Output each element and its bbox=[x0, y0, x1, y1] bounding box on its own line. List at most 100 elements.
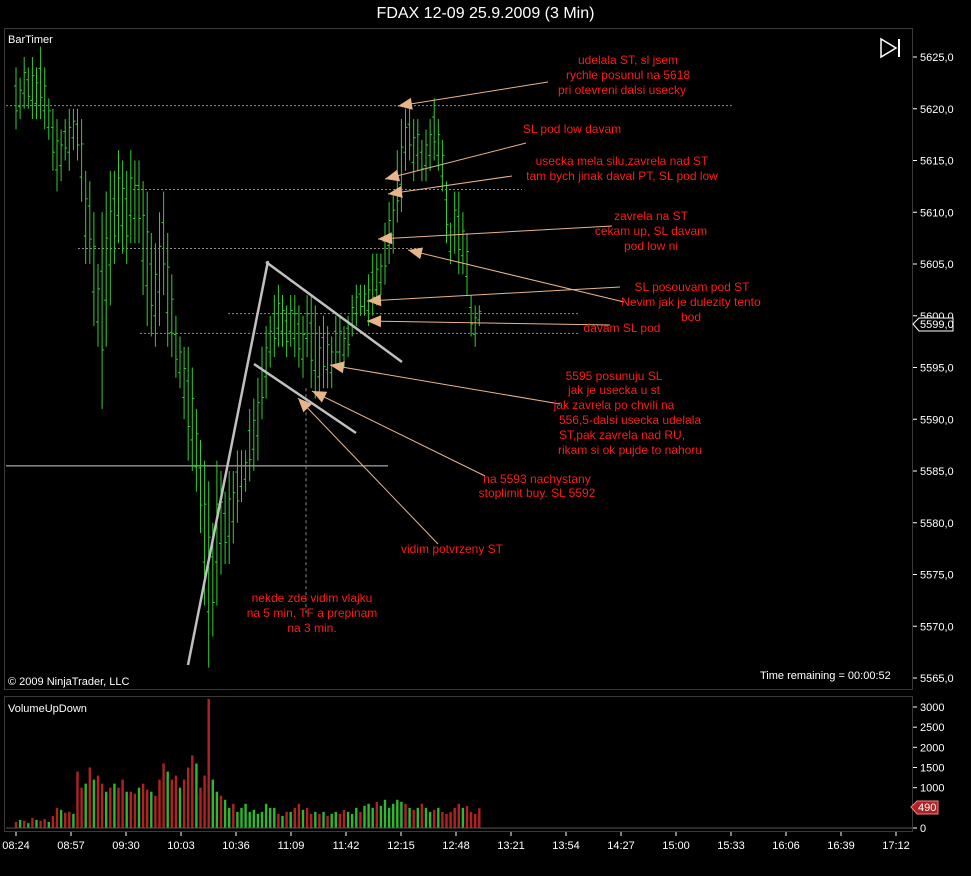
annotation-4: zavrela na ST cekam up, SL davam pod low… bbox=[595, 209, 707, 253]
volume-bar bbox=[269, 807, 272, 828]
volume-bar bbox=[133, 793, 137, 828]
volume-bar bbox=[59, 809, 63, 828]
current-price-label: 5599,0 bbox=[920, 319, 954, 331]
annotation-arrows bbox=[297, 81, 625, 545]
annotation-arrowhead bbox=[367, 315, 382, 328]
annotation-line: jak zavrela po chvili na bbox=[553, 398, 675, 412]
volume-bar bbox=[68, 811, 71, 828]
volume-bar bbox=[64, 812, 67, 828]
time-tick-label: 13:54 bbox=[552, 840, 580, 852]
trendline bbox=[265, 260, 403, 364]
volume-bar bbox=[27, 823, 30, 828]
volume-bar bbox=[375, 801, 378, 828]
volume-bar bbox=[100, 783, 104, 828]
volume-bar bbox=[408, 807, 411, 828]
volume-bar bbox=[433, 809, 436, 828]
annotation-line: 556,5-dalsi usecka udelala bbox=[559, 413, 701, 427]
volume-bar bbox=[445, 813, 448, 828]
volume-bar bbox=[342, 809, 346, 828]
volume-bar bbox=[18, 819, 22, 828]
volume-bar bbox=[203, 775, 206, 828]
annotation-line: Nevim jak je dulezity tento bbox=[621, 295, 761, 309]
volume-bar bbox=[400, 801, 403, 828]
volume-bar bbox=[121, 779, 124, 828]
volume-bar bbox=[322, 811, 325, 828]
price-levels bbox=[6, 105, 732, 616]
time-tick-label: 16:06 bbox=[772, 840, 800, 852]
annotation-line: rychle posunul na 5618 bbox=[566, 68, 690, 82]
last-volume-label: 490 bbox=[918, 802, 936, 814]
volume-bar bbox=[404, 803, 407, 828]
volume-bar bbox=[363, 805, 366, 828]
volume-bar bbox=[297, 803, 301, 828]
volume-bar bbox=[113, 783, 116, 828]
volume-bar bbox=[207, 698, 210, 828]
price-tick-label: 5615,0 bbox=[920, 156, 954, 168]
volume-bar bbox=[424, 807, 428, 828]
time-tick-label: 08:57 bbox=[57, 840, 85, 852]
volume-bar bbox=[211, 779, 214, 828]
volume-bar bbox=[305, 807, 309, 828]
annotation-arrow-line bbox=[384, 142, 527, 180]
trendline bbox=[186, 260, 270, 666]
volume-bar bbox=[252, 809, 255, 828]
volume-bar bbox=[383, 799, 387, 828]
volume-bar bbox=[314, 811, 317, 828]
volume-bar bbox=[215, 791, 219, 828]
time-tick-label: 13:21 bbox=[497, 840, 525, 852]
annotation-6: Nevim jak je dulezity tento bod bbox=[621, 295, 761, 324]
volume-bar bbox=[318, 813, 321, 828]
volume-bar bbox=[285, 811, 288, 828]
annotation-line: jak je usecka u st bbox=[567, 383, 661, 397]
volume-bar bbox=[469, 811, 473, 828]
time-remaining-label: Time remaining = 00:00:52 bbox=[760, 670, 891, 682]
volume-bar bbox=[392, 803, 395, 828]
volume-bar bbox=[371, 807, 374, 828]
volume-bar bbox=[359, 811, 362, 828]
volume-tick-label: 2000 bbox=[920, 742, 944, 754]
annotation-9: na 5593 nachystany stoplimit buy. SL 559… bbox=[479, 472, 596, 500]
volume-panel[interactable] bbox=[4, 696, 913, 832]
volume-bar bbox=[256, 813, 260, 828]
volume-bar bbox=[191, 755, 194, 828]
volume-bar bbox=[240, 807, 243, 828]
volume-bar bbox=[441, 811, 444, 828]
copyright-label: © 2009 NinjaTrader, LLC bbox=[8, 676, 129, 688]
annotation-1: udelala ST, sl jsem rychle posunul na 56… bbox=[558, 53, 690, 97]
volume-tick-label: 3000 bbox=[920, 702, 944, 714]
volume-bar bbox=[461, 807, 465, 828]
volume-bar bbox=[117, 787, 120, 828]
volume-bar bbox=[80, 787, 83, 828]
volume-bar bbox=[187, 767, 190, 828]
volume-bar bbox=[416, 807, 419, 828]
volume-bars bbox=[14, 698, 481, 828]
volume-bar bbox=[244, 803, 247, 828]
annotation-arrowhead bbox=[385, 169, 401, 182]
volume-bar bbox=[55, 807, 59, 828]
volume-bar bbox=[232, 803, 235, 828]
volume-bar bbox=[154, 795, 157, 828]
annotation-arrowhead bbox=[312, 391, 328, 403]
volume-bar bbox=[355, 807, 358, 828]
time-tick-label: 17:12 bbox=[882, 840, 910, 852]
volume-bar bbox=[35, 819, 38, 828]
current-price-marker: 5599,0 bbox=[912, 317, 954, 332]
price-panel[interactable] bbox=[4, 28, 913, 690]
volume-bar bbox=[23, 820, 26, 828]
volume-bar bbox=[367, 803, 370, 828]
annotation-line: 5595 posunuju SL bbox=[566, 369, 663, 383]
volume-bar bbox=[76, 771, 79, 828]
price-tick-label: 5595,0 bbox=[920, 363, 954, 375]
annotation-7: davam SL pod bbox=[584, 321, 661, 335]
annotation-3: usecka mela silu,zavrela nad ST tam bych… bbox=[526, 154, 718, 183]
skip-forward-icon[interactable] bbox=[880, 37, 900, 59]
annotation-line: udelala ST, sl jsem bbox=[578, 53, 678, 67]
annotation-11: nekde zde vidim vlajku na 5 min. TF a pr… bbox=[247, 591, 378, 635]
volume-bar bbox=[178, 787, 182, 828]
annotation-line: cekam up, SL davam bbox=[595, 224, 707, 238]
last-volume-marker: 490 bbox=[910, 800, 939, 815]
annotation-8: 5595 posunuju SL jak je usecka u st jak … bbox=[553, 369, 702, 457]
annotation-line: nekde zde vidim vlajku bbox=[252, 591, 373, 605]
annotation-line: rikam si ok pujde to nahoru bbox=[558, 443, 702, 457]
